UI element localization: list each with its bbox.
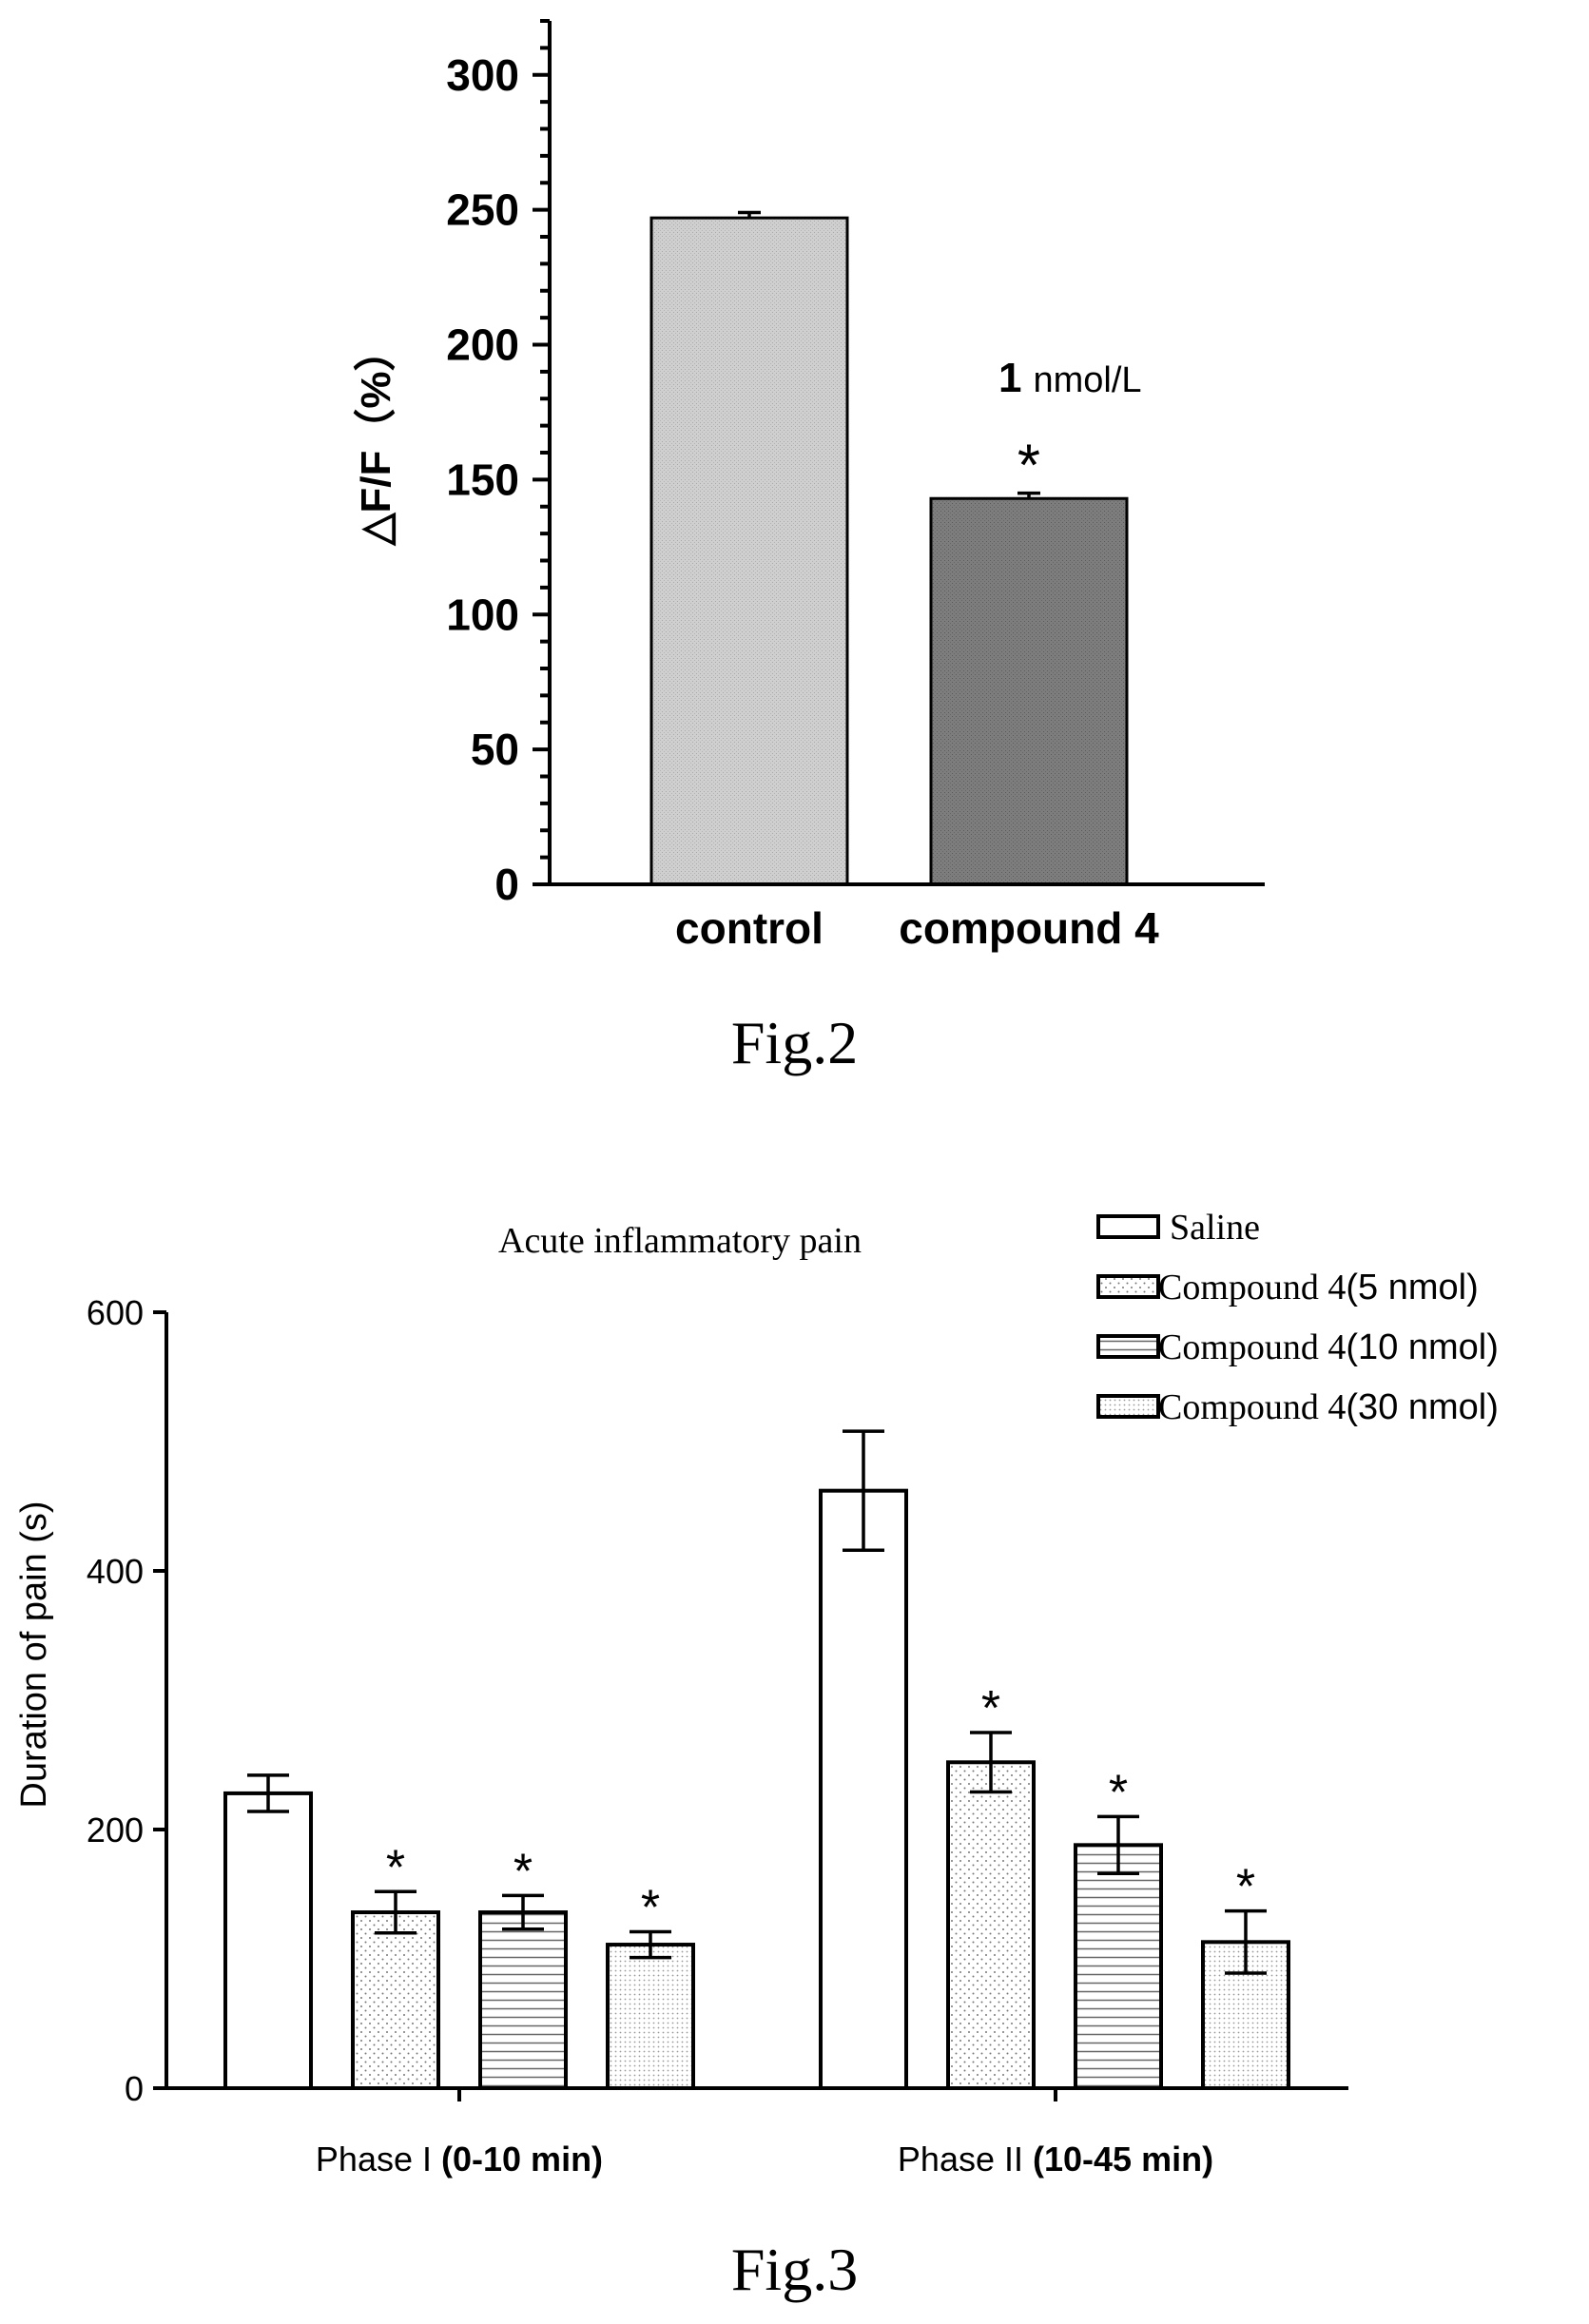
y-tick-label: 0 <box>125 2069 144 2108</box>
bar-series-2-group-1 <box>351 1910 440 2090</box>
legend-swatch <box>1096 1394 1160 1419</box>
fig3-y-axis-label: Duration of pain (s) <box>14 1501 54 1808</box>
significance-marker: * <box>981 1681 1000 1736</box>
significance-marker: * <box>1236 1860 1255 1915</box>
significance-marker: * <box>1109 1765 1128 1820</box>
significance-marker: * <box>1017 434 1040 499</box>
bar-series-3-group-2 <box>1074 1843 1163 2090</box>
fig2-y-ticks: 0 50 100 150 200 250 300 <box>446 19 550 909</box>
significance-marker: * <box>514 1844 533 1899</box>
y-tick-label: 100 <box>446 590 519 639</box>
x-tick-label: control <box>675 903 824 953</box>
legend-label: Compound 4(30 nmol) <box>1158 1387 1499 1427</box>
bar-control <box>649 216 849 886</box>
fig3-x-group-labels: Phase I (0-10 min) Phase II (10-45 min) <box>316 2140 1213 2179</box>
bar-series-1-group-2 <box>819 1488 908 2090</box>
fig2-concentration-annotation: 1 nmol/L <box>998 355 1142 401</box>
fig2-bar-chart: 0 50 100 150 200 250 300 control * compound 4 △F… <box>353 19 1265 953</box>
legend-swatch <box>1096 1214 1160 1239</box>
figure-3: Acute inflammatory pain 0 200 400 600 * * * * *… <box>0 1132 1589 2319</box>
fig2-y-axis-label: △F/F（%） <box>353 330 399 547</box>
y-tick-label: 0 <box>494 860 519 909</box>
legend-swatch <box>1096 1274 1160 1299</box>
y-tick-label: 200 <box>87 1811 144 1850</box>
y-tick-label: 200 <box>446 320 519 370</box>
bar-series-4-group-1 <box>606 1943 695 2090</box>
fig3-bars: * * * * * * <box>223 1429 1290 2091</box>
fig2-bars: control * compound 4 <box>649 210 1159 953</box>
fig3-legend: Saline Compound 4(5 nmol) Compound 4(10 nm… <box>1096 1208 1499 1427</box>
y-tick-label: 400 <box>87 1552 144 1591</box>
y-tick-label: 600 <box>87 1293 144 1332</box>
legend-label: Compound 4(10 nmol) <box>1158 1327 1499 1367</box>
fig3-caption: Fig.3 <box>730 2236 859 2303</box>
y-tick-label: 250 <box>446 185 519 235</box>
figure-2: 0 50 100 150 200 250 300 control * compound 4 △F… <box>0 0 1589 1132</box>
y-tick-label: 150 <box>446 455 519 504</box>
fig3-chart-title: Acute inflammatory pain <box>498 1221 862 1261</box>
y-tick-label: 50 <box>471 725 519 774</box>
x-group-label: Phase II (10-45 min) <box>898 2140 1213 2179</box>
x-tick-label: compound 4 <box>899 903 1159 953</box>
x-group-label: Phase I (0-10 min) <box>316 2140 603 2179</box>
fig3-y-ticks: 0 200 400 600 <box>87 1293 1057 2108</box>
y-tick-label: 300 <box>446 50 519 100</box>
legend-label: Compound 4(5 nmol) <box>1158 1268 1479 1307</box>
significance-marker: * <box>641 1880 660 1935</box>
significance-marker: * <box>386 1840 405 1895</box>
bar-series-2-group-2 <box>946 1760 1036 2091</box>
bar-series-3-group-1 <box>478 1910 568 2090</box>
legend-label: Saline <box>1170 1208 1260 1248</box>
fig2-caption: Fig.2 <box>730 1009 859 1076</box>
bar-series-1-group-1 <box>223 1791 313 2090</box>
bar-compound-4 <box>929 496 1129 886</box>
legend-swatch <box>1096 1334 1160 1359</box>
